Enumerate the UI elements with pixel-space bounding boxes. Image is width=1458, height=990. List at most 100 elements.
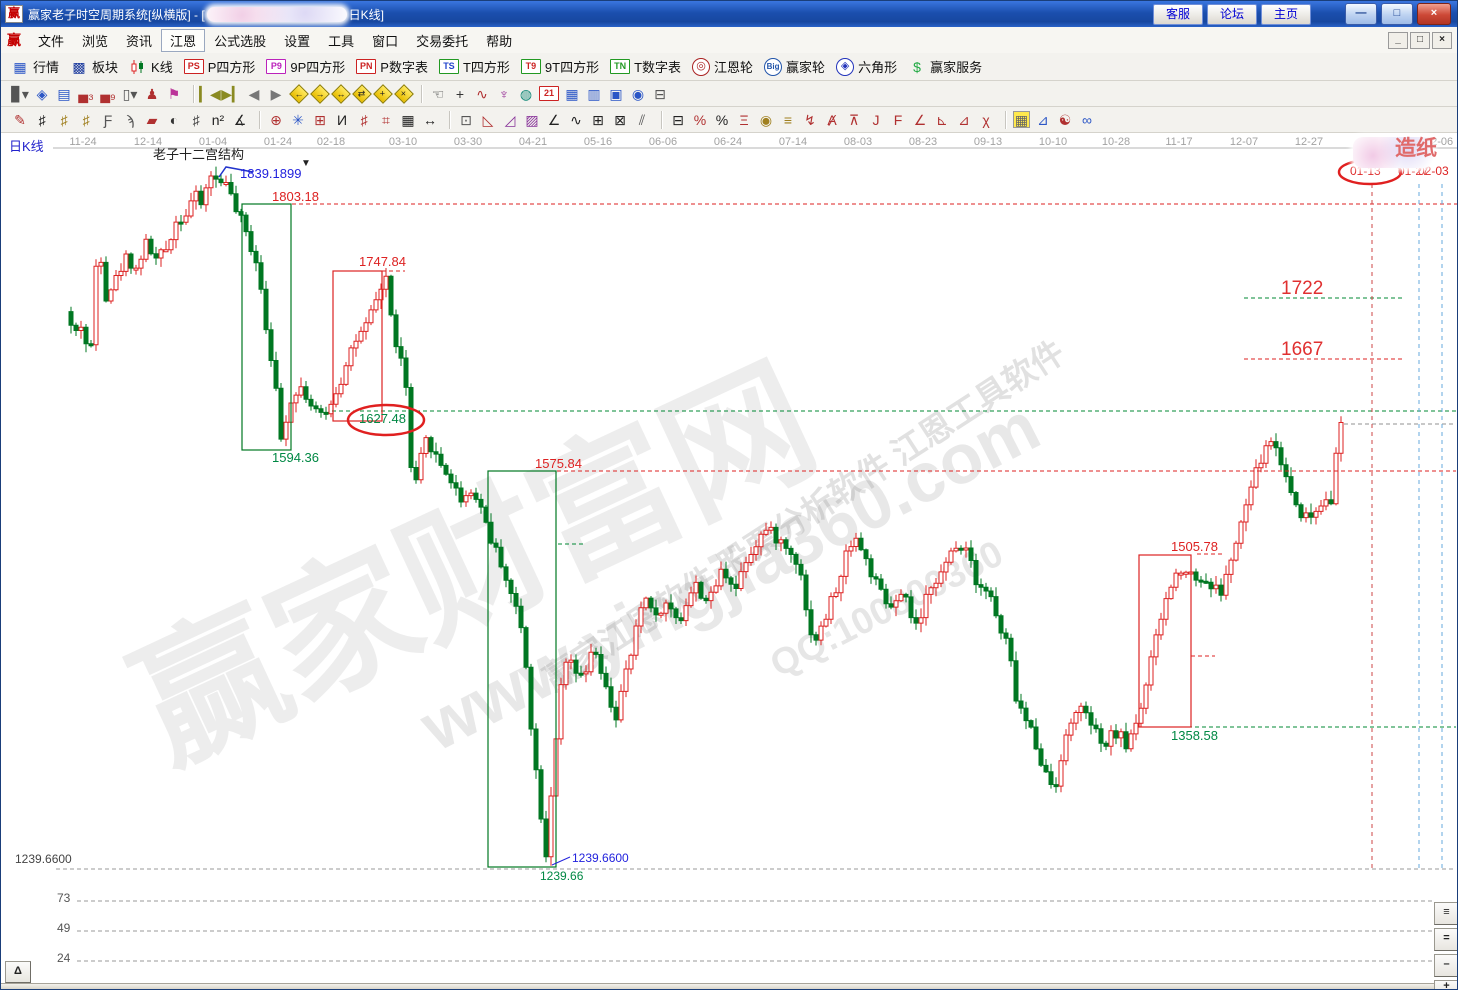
quotes-button[interactable]: ▦ 行情 <box>11 57 59 76</box>
angle-lines-icon[interactable]: ∠ <box>547 111 561 128</box>
f-grid-icon[interactable]: Ƒ <box>103 111 113 128</box>
forum-button[interactable]: 论坛 <box>1207 3 1257 25</box>
calculator-icon[interactable]: ▦ <box>565 85 579 102</box>
child-close-button[interactable]: × <box>1432 31 1452 49</box>
diamond-zoom-in[interactable]: + <box>373 83 393 104</box>
marker-tool-icon[interactable]: ♟ <box>145 85 159 102</box>
save-icon[interactable]: ▣ <box>609 85 623 102</box>
candle-style-dropdown[interactable]: ▯▾ <box>122 85 138 102</box>
indicator-lines2-button[interactable]: = <box>1434 928 1457 951</box>
calendar-icon[interactable]: 21 <box>539 86 559 101</box>
gold-underline-icon[interactable]: ⊼ <box>848 111 860 128</box>
menu-item-设置[interactable]: 设置 <box>284 33 311 49</box>
child-restore-button[interactable]: □ <box>1410 31 1430 49</box>
diamond-compress-h[interactable]: ⇄ <box>352 83 372 104</box>
crosshair-tool-icon[interactable]: + <box>455 85 465 102</box>
shen-grid-icon[interactable]: ♯ <box>360 111 368 128</box>
customer-service-button[interactable]: 客服 <box>1153 3 1203 25</box>
p-table-button[interactable]: PN P数字表 <box>356 57 428 76</box>
fan-red-icon[interactable]: ◺ <box>482 111 494 128</box>
horizontal-scrollbar[interactable] <box>1 983 1457 989</box>
9t-square-button[interactable]: T9 9T四方形 <box>520 57 599 76</box>
red-marker-icon[interactable]: ▰ <box>146 111 158 128</box>
avg-lines-icon[interactable]: Ⱥ <box>827 111 837 128</box>
next-page-button[interactable]: ▶ <box>270 85 282 102</box>
diamond-scroll-right[interactable]: → <box>310 83 330 104</box>
target-cross-icon[interactable]: ⊕ <box>270 111 282 128</box>
list-tool-icon[interactable]: ⊟ <box>672 111 684 128</box>
maximize-button[interactable]: □ <box>1381 3 1413 25</box>
kline-period-dropdown[interactable]: ▊▾ <box>11 85 29 102</box>
9p-square-button[interactable]: P9 9P四方形 <box>266 57 345 76</box>
win-angle-icon[interactable]: ⊿ <box>958 111 970 128</box>
chart-3-icon[interactable]: ▄₃ <box>78 85 94 102</box>
cycle-teal-tool-icon[interactable]: ◍ <box>519 85 533 102</box>
gold-grid-icon-1[interactable]: ♯ <box>60 111 68 128</box>
last-page-button[interactable]: ▶▎ <box>221 85 243 102</box>
hash-lines-icon[interactable]: ♯ <box>192 111 200 128</box>
web-star-icon[interactable]: ✳ <box>292 111 304 128</box>
kline-chart-area[interactable]: 赢家财富网 www.yingjia360.com 赢家江恩软件 股票分析软件 江恩工… <box>1 133 1458 990</box>
indicator-expand-button[interactable]: Δ <box>5 961 31 983</box>
j-angle-icon[interactable]: J <box>872 111 880 128</box>
trend-chart-icon[interactable]: ⊿ <box>1037 111 1049 128</box>
measure-tool-icon[interactable]: ∿ <box>476 85 488 102</box>
sort-flag-icon[interactable]: ⚑ <box>167 85 181 102</box>
slashes-icon[interactable]: ⫽ <box>638 111 646 128</box>
gann-window-icon[interactable]: ◈ <box>36 85 48 102</box>
n-quote-icon[interactable]: И <box>336 111 348 128</box>
menu-item-资讯[interactable]: 资讯 <box>126 33 153 49</box>
child-minimize-button[interactable]: _ <box>1388 31 1408 49</box>
grid-x-icon[interactable]: ⊠ <box>614 111 626 128</box>
win-grid-icon[interactable]: ⌗ <box>382 111 390 128</box>
notes-icon[interactable]: ▥ <box>587 85 601 102</box>
indicator-line1-button[interactable]: – <box>1434 954 1457 977</box>
menu-item-公式选股[interactable]: 公式选股 <box>214 33 267 49</box>
kline-button[interactable]: K线 <box>129 57 173 76</box>
menu-item-帮助[interactable]: 帮助 <box>486 33 513 49</box>
grid-lines-icon[interactable]: ♯ <box>38 111 46 128</box>
print-icon[interactable]: ⊟ <box>654 85 666 102</box>
percent-icon[interactable]: % <box>715 111 729 128</box>
winner-wheel-button[interactable]: Big 赢家轮 <box>764 57 825 76</box>
f-angle-icon[interactable]: F <box>893 111 903 128</box>
gold-angle-icon[interactable]: ∠ <box>913 111 927 128</box>
t-square-button[interactable]: TS T四方形 <box>438 57 510 76</box>
gold-grid-icon-2[interactable]: ♯ <box>82 111 90 128</box>
hand-tool-icon[interactable]: ☜ <box>431 85 445 102</box>
grid-target-icon[interactable]: ⊞ <box>314 111 326 128</box>
sectors-button[interactable]: ▩ 板块 <box>70 57 118 76</box>
export-disk-icon[interactable]: ◉ <box>631 85 645 102</box>
close-button[interactable]: × <box>1417 3 1451 25</box>
menu-item-工具[interactable]: 工具 <box>328 33 355 49</box>
chart-9-icon[interactable]: ▄₉ <box>100 85 116 102</box>
cycle-circle-icon[interactable]: ◐ <box>169 111 179 128</box>
diamond-expand-h[interactable]: ↔ <box>331 83 351 104</box>
prev-page-button[interactable]: ◀ <box>248 85 260 102</box>
diamond-scroll-left[interactable]: ← <box>289 83 309 104</box>
indicator-add-button[interactable]: + <box>1434 980 1457 989</box>
candlestick-plot[interactable] <box>1 133 1458 990</box>
menu-item-浏览[interactable]: 浏览 <box>82 33 109 49</box>
gold-lines-icon[interactable]: ≡ <box>783 111 793 128</box>
adv-angle-icon[interactable]: ⊾ <box>936 111 948 128</box>
minimize-button[interactable]: — <box>1345 3 1377 25</box>
homepage-button[interactable]: 主页 <box>1261 3 1311 25</box>
menu-item-窗口[interactable]: 窗口 <box>372 33 399 49</box>
yinyang-icon[interactable]: ☯ <box>1058 111 1072 128</box>
p-square-button[interactable]: PS P四方形 <box>183 57 255 76</box>
web-purple-icon[interactable]: ▨ <box>525 111 539 128</box>
arrow-flag-icon[interactable]: ↯ <box>804 111 816 128</box>
grid-123-icon[interactable]: ▦ <box>401 111 415 128</box>
menu-item-江恩[interactable]: 江恩 <box>161 28 206 52</box>
fan-grid-purple-icon[interactable]: ◿ <box>504 111 516 128</box>
grid-red-black-icon[interactable]: ⊞ <box>592 111 604 128</box>
winner-service-button[interactable]: $ 赢家服务 <box>908 57 982 76</box>
gold-circle-icon[interactable]: ◉ <box>759 111 773 128</box>
width-arrows-icon[interactable]: ↔ <box>423 111 437 128</box>
infinity-icon[interactable]: ∞ <box>1082 111 1092 128</box>
n2-grid-icon[interactable]: n² <box>211 111 225 128</box>
first-page-button[interactable]: ▎◀ <box>199 85 221 102</box>
gann-purple-tool-icon[interactable]: ♆ <box>498 85 510 102</box>
percent-strike-icon[interactable]: % <box>693 111 707 128</box>
